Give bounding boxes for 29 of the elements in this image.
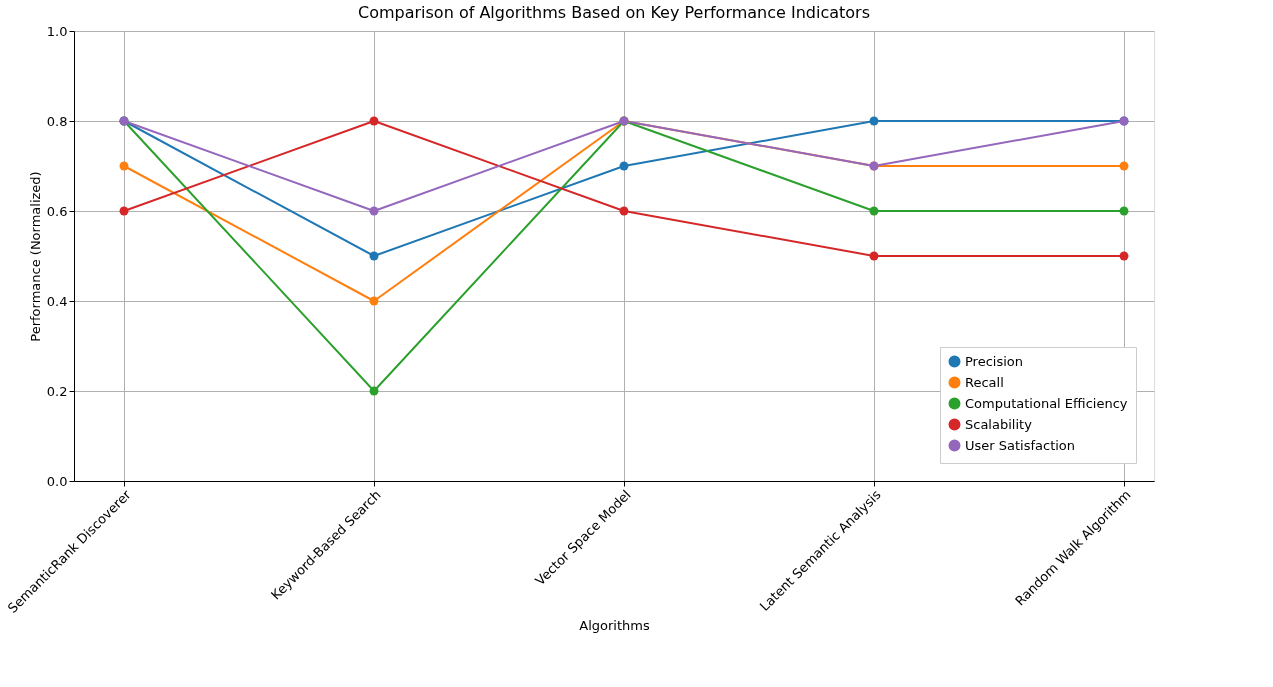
point [1119,161,1129,171]
y-axis-title: Performance (Normalized) [27,171,43,342]
point [369,206,379,216]
x-axis-title: Algorithms [579,617,650,633]
chart-title: Comparison of Algorithms Based on Key Performance Indicators [358,3,870,22]
y-tick-label: 0.4 [46,293,68,309]
point [1119,206,1129,216]
point [1119,251,1129,261]
point [369,251,379,261]
point [869,251,879,261]
legend-label: User Satisfaction [965,437,1076,453]
y-tick-label: 0.0 [46,473,68,489]
point [119,161,129,171]
point [869,206,879,216]
legend-label: Computational Efficiency [965,395,1128,411]
point [119,206,129,216]
point [619,206,629,216]
y-tick-label: 1.0 [46,23,68,39]
y-tick-label: 0.6 [46,203,68,219]
y-tick-label: 0.2 [46,383,68,399]
point [369,296,379,306]
legend-label: Precision [965,353,1024,369]
legend-label: Recall [965,374,1004,390]
y-tick-label: 0.8 [46,113,68,129]
point [619,161,629,171]
point [869,116,879,126]
point [369,116,379,126]
legend-label: Scalability [965,416,1033,432]
point [369,386,379,396]
